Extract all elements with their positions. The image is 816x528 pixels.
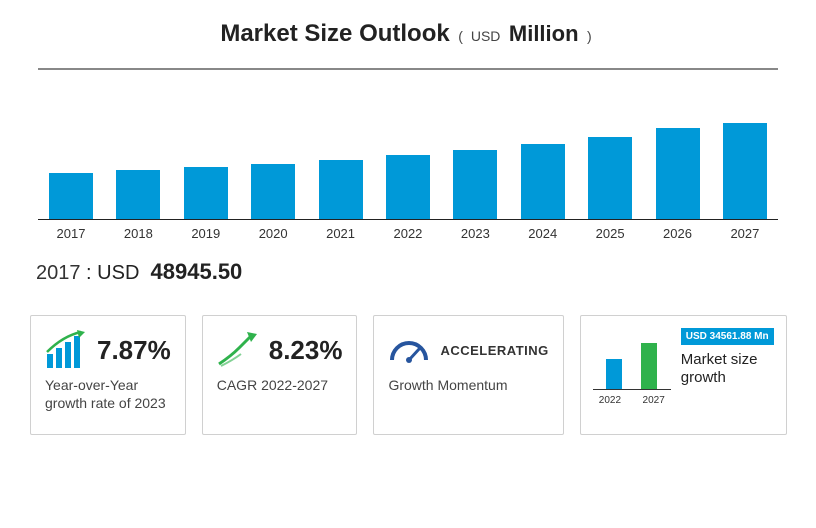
yoy-value: 7.87% [97, 335, 171, 366]
bar [116, 170, 160, 219]
title-paren-r: ) [587, 28, 592, 44]
mini-year-end: 2027 [643, 395, 665, 406]
bar-col [111, 70, 165, 219]
bar-col [448, 70, 502, 219]
bar-col [246, 70, 300, 219]
callout-currency: USD [97, 262, 139, 284]
cards-row: 7.87% Year-over-Year growth rate of 2023… [30, 315, 786, 435]
callout-row: 2017 : USD 48945.50 [36, 259, 786, 285]
bar [453, 150, 497, 219]
callout-value: 48945.50 [151, 259, 243, 284]
bar-col [44, 70, 98, 219]
cagr-value: 8.23% [269, 335, 343, 366]
yoy-label: Year-over-Year growth rate of 2023 [45, 376, 171, 412]
card-momentum: ACCELERATING Growth Momentum [373, 315, 563, 435]
momentum-value: ACCELERATING [440, 343, 548, 358]
x-axis-label: 2020 [246, 226, 300, 241]
growth-label: Market size growth [681, 351, 774, 387]
mini-year-start: 2022 [599, 395, 621, 406]
card-yoy: 7.87% Year-over-Year growth rate of 2023 [30, 315, 186, 435]
bar [656, 128, 700, 219]
title-million: Million [509, 21, 579, 46]
bar [521, 144, 565, 219]
bar-growth-icon [45, 330, 87, 370]
bar-col [583, 70, 637, 219]
growth-badge: USD 34561.88 Mn [681, 328, 774, 345]
momentum-label: Growth Momentum [388, 376, 548, 394]
x-axis-label: 2019 [179, 226, 233, 241]
callout-sep: : [81, 262, 98, 284]
bar-col [516, 70, 570, 219]
bar [184, 167, 228, 219]
bar-col [179, 70, 233, 219]
title-main: Market Size Outlook [220, 20, 449, 47]
bar [386, 155, 430, 219]
bar-col [381, 70, 435, 219]
bar [251, 164, 295, 219]
card-cagr: 8.23% CAGR 2022-2027 [202, 315, 358, 435]
callout-year: 2017 [36, 262, 81, 284]
bar [723, 123, 767, 219]
bar-chart: 2017 2018 2019 2020 2021 2022 2023 2024 2025 2026… [38, 68, 778, 241]
bar-col [651, 70, 705, 219]
title-paren-l: ( [458, 28, 463, 44]
title-usd: USD [471, 28, 501, 44]
bar-col [314, 70, 368, 219]
bar [49, 173, 93, 219]
bar [588, 137, 632, 219]
mini-chart: 2022 2027 [593, 326, 671, 404]
arrow-growth-icon [217, 330, 259, 370]
x-axis-label: 2017 [44, 226, 98, 241]
x-axis-label: 2025 [583, 226, 637, 241]
x-axis-label: 2027 [718, 226, 772, 241]
title-row: Market Size Outlook ( USD Million ) [30, 20, 786, 48]
x-axis-label: 2026 [651, 226, 705, 241]
card-growth: 2022 2027 USD 34561.88 Mn Market size gr… [580, 315, 787, 435]
bar [319, 160, 363, 219]
x-axis-label: 2018 [111, 226, 165, 241]
x-axis-label: 2021 [314, 226, 368, 241]
x-axis-label: 2022 [381, 226, 435, 241]
x-axis-label: 2023 [448, 226, 502, 241]
x-axis-label: 2024 [516, 226, 570, 241]
bar-col [718, 70, 772, 219]
mini-bar [606, 359, 622, 390]
cagr-label: CAGR 2022-2027 [217, 376, 343, 394]
gauge-icon [388, 330, 430, 370]
mini-bar [641, 343, 657, 390]
